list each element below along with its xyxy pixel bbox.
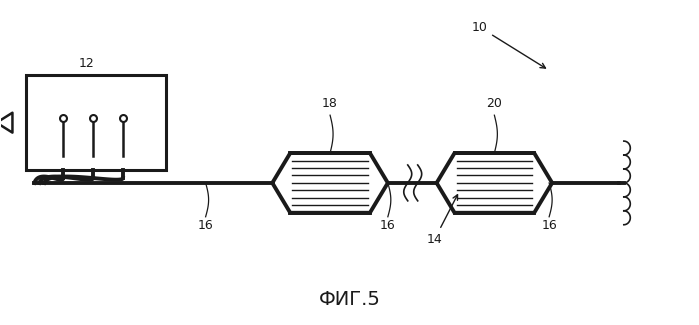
Text: 14: 14 xyxy=(427,195,458,246)
Text: 16: 16 xyxy=(198,219,213,232)
Text: 10: 10 xyxy=(472,20,545,68)
Text: 16: 16 xyxy=(380,219,396,232)
Polygon shape xyxy=(273,153,388,213)
Text: ФИГ.5: ФИГ.5 xyxy=(319,290,381,309)
Text: 16: 16 xyxy=(541,219,557,232)
Bar xyxy=(27,75,166,170)
Text: 20: 20 xyxy=(487,97,503,110)
Text: 18: 18 xyxy=(322,97,338,110)
Text: 12: 12 xyxy=(78,58,94,71)
Polygon shape xyxy=(437,153,552,213)
